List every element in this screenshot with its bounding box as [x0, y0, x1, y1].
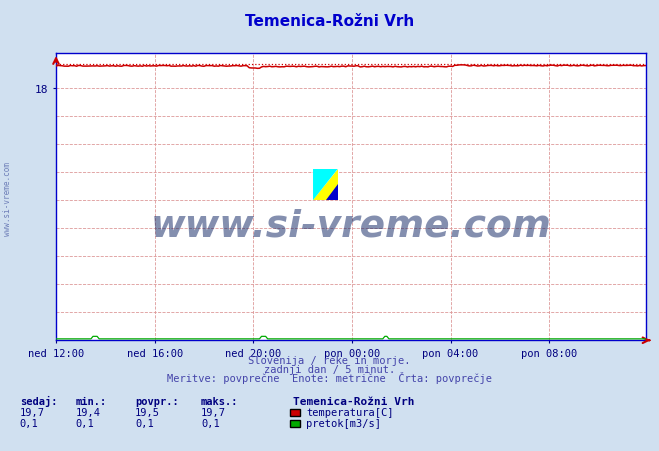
Text: maks.:: maks.:	[201, 396, 239, 405]
Text: 19,5: 19,5	[135, 407, 160, 417]
Text: Temenica-Rožni Vrh: Temenica-Rožni Vrh	[245, 14, 414, 29]
Text: 0,1: 0,1	[20, 418, 38, 428]
Text: 0,1: 0,1	[76, 418, 94, 428]
Polygon shape	[313, 169, 338, 201]
Text: 19,7: 19,7	[201, 407, 226, 417]
Text: Meritve: povprečne  Enote: metrične  Črta: povprečje: Meritve: povprečne Enote: metrične Črta:…	[167, 371, 492, 383]
Polygon shape	[326, 185, 338, 201]
Text: Slovenija / reke in morje.: Slovenija / reke in morje.	[248, 355, 411, 365]
Text: www.si-vreme.com: www.si-vreme.com	[3, 161, 13, 235]
Text: Temenica-Rožni Vrh: Temenica-Rožni Vrh	[293, 396, 415, 405]
Text: www.si-vreme.com: www.si-vreme.com	[150, 208, 552, 244]
Text: sedaj:: sedaj:	[20, 395, 57, 405]
Text: pretok[m3/s]: pretok[m3/s]	[306, 418, 382, 428]
Text: 0,1: 0,1	[135, 418, 154, 428]
Text: 19,4: 19,4	[76, 407, 101, 417]
Polygon shape	[313, 169, 338, 201]
Text: temperatura[C]: temperatura[C]	[306, 407, 394, 417]
Text: zadnji dan / 5 minut.: zadnji dan / 5 minut.	[264, 364, 395, 374]
Text: 19,7: 19,7	[20, 407, 45, 417]
Text: povpr.:: povpr.:	[135, 396, 179, 405]
Text: 0,1: 0,1	[201, 418, 219, 428]
Text: min.:: min.:	[76, 396, 107, 405]
